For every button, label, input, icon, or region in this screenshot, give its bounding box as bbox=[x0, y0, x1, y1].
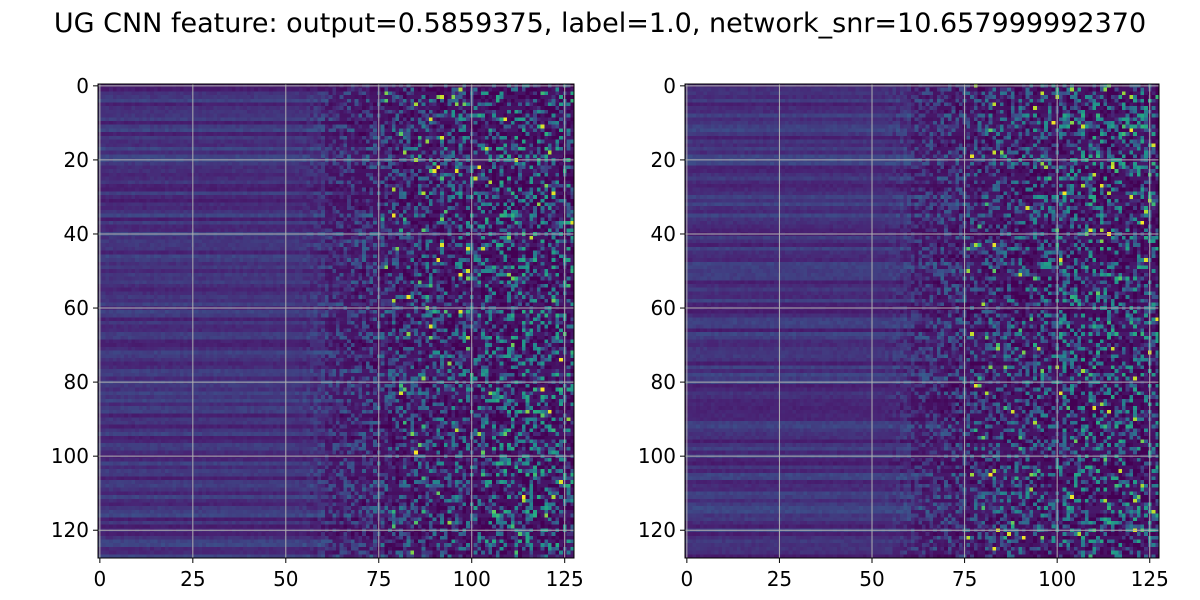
y-tick-label: 80 bbox=[651, 370, 676, 394]
heatmap-panel-1: 0 25 50 75 100 125 0 20 40 60 80 100 120 bbox=[51, 74, 584, 591]
x-tick-label: 75 bbox=[952, 567, 977, 591]
x-tick-label: 125 bbox=[1131, 567, 1169, 591]
x-tick-label: 125 bbox=[546, 567, 584, 591]
y-tick-label: 120 bbox=[638, 518, 676, 542]
heatmap-image bbox=[685, 84, 1159, 558]
y-tick-label: 40 bbox=[64, 222, 89, 246]
y-tick-label: 20 bbox=[651, 148, 676, 172]
y-tick-label: 0 bbox=[76, 74, 89, 98]
x-tick-label: 100 bbox=[1038, 567, 1076, 591]
x-tick-label: 50 bbox=[859, 567, 884, 591]
axes-frame bbox=[97, 83, 575, 559]
y-tick-label: 100 bbox=[638, 444, 676, 468]
x-tick-label: 25 bbox=[767, 567, 792, 591]
axes-frame bbox=[684, 83, 1160, 559]
y-tick-label: 60 bbox=[64, 296, 89, 320]
y-tick-label: 40 bbox=[651, 222, 676, 246]
y-tick-label: 60 bbox=[651, 296, 676, 320]
heatmap-panel-2: 0 25 50 75 100 125 0 20 40 60 80 100 120 bbox=[638, 74, 1169, 591]
y-tick-label: 0 bbox=[663, 74, 676, 98]
y-tick-label: 120 bbox=[51, 518, 89, 542]
x-tick-label: 0 bbox=[93, 567, 106, 591]
y-tick-label: 100 bbox=[51, 444, 89, 468]
heatmap-image bbox=[98, 84, 574, 558]
x-tick-label: 0 bbox=[680, 567, 693, 591]
figure-title: UG CNN feature: output=0.5859375, label=… bbox=[53, 8, 1147, 39]
x-tick-label: 50 bbox=[273, 567, 298, 591]
x-tick-label: 100 bbox=[453, 567, 491, 591]
y-tick-label: 20 bbox=[64, 148, 89, 172]
y-tick-label: 80 bbox=[64, 370, 89, 394]
x-tick-label: 25 bbox=[180, 567, 205, 591]
x-tick-label: 75 bbox=[366, 567, 391, 591]
